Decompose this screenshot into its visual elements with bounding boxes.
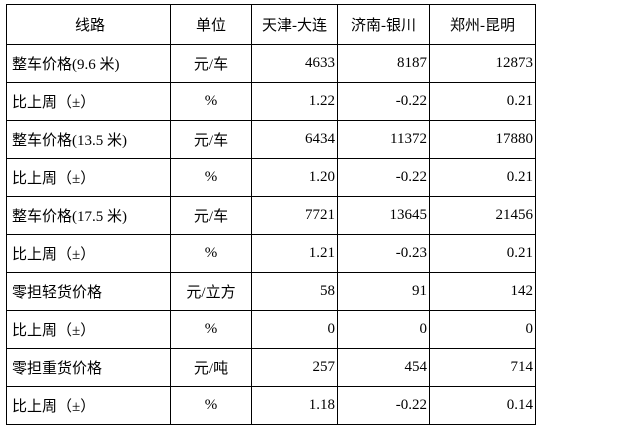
table-cell: 0 [337, 310, 430, 349]
header-cell: 线路 [6, 4, 171, 45]
table-cell: 零担轻货价格 [6, 272, 171, 311]
table-cell: 元/立方 [170, 272, 252, 311]
table-header-row: 线路 单位 天津-大连 济南-银川 郑州-昆明 [6, 4, 536, 45]
table-row: 零担轻货价格 元/立方 58 91 142 [6, 272, 536, 311]
table-cell: % [170, 310, 252, 349]
table-cell: 91 [337, 272, 430, 311]
header-cell: 单位 [170, 4, 252, 45]
table-cell: 0.14 [429, 386, 536, 425]
table-cell: 17880 [429, 120, 536, 159]
table-cell: -0.22 [337, 82, 430, 121]
header-cell: 天津-大连 [251, 4, 338, 45]
table-cell: 比上周（±） [6, 82, 171, 121]
table-cell: % [170, 234, 252, 273]
table-cell: % [170, 82, 252, 121]
table-cell: 12873 [429, 44, 536, 83]
table-cell: % [170, 158, 252, 197]
table-cell: 整车价格(13.5 米) [6, 120, 171, 159]
table-cell: 比上周（±） [6, 386, 171, 425]
header-cell: 济南-银川 [337, 4, 430, 45]
table-row: 整车价格(17.5 米) 元/车 7721 13645 21456 [6, 196, 536, 235]
table-cell: 0 [251, 310, 338, 349]
table-row: 比上周（±）% 1.18 -0.22 0.14 [6, 386, 536, 425]
table-row: 比上周（±）% 1.22 -0.22 0.21 [6, 82, 536, 121]
table-row: 整车价格(9.6 米) 元/车 4633 8187 12873 [6, 44, 536, 83]
table-cell: 142 [429, 272, 536, 311]
table-cell: 整车价格(17.5 米) [6, 196, 171, 235]
table-cell: 1.22 [251, 82, 338, 121]
table-cell: -0.22 [337, 158, 430, 197]
table-cell: 零担重货价格 [6, 348, 171, 387]
table-row: 零担重货价格 元/吨 257 454 714 [6, 348, 536, 387]
table-cell: -0.23 [337, 234, 430, 273]
table-cell: 元/车 [170, 44, 252, 83]
table-cell: 4633 [251, 44, 338, 83]
table-cell: 11372 [337, 120, 430, 159]
table-cell: 257 [251, 348, 338, 387]
table-cell: 比上周（±） [6, 310, 171, 349]
table-cell: 8187 [337, 44, 430, 83]
freight-price-table: 线路 单位 天津-大连 济南-银川 郑州-昆明 整车价格(9.6 米) 元/车 46… [6, 4, 536, 425]
table-cell: 21456 [429, 196, 536, 235]
table-row: 整车价格(13.5 米) 元/车 6434 11372 17880 [6, 120, 536, 159]
table-cell: 元/车 [170, 196, 252, 235]
table-cell: 比上周（±） [6, 234, 171, 273]
table-row: 比上周（±）% 1.21 -0.23 0.21 [6, 234, 536, 273]
table-cell: -0.22 [337, 386, 430, 425]
table-cell: 7721 [251, 196, 338, 235]
header-cell: 郑州-昆明 [429, 4, 536, 45]
table-cell: 1.21 [251, 234, 338, 273]
table-cell: 6434 [251, 120, 338, 159]
table-row: 比上周（±）% 1.20 -0.22 0.21 [6, 158, 536, 197]
table-cell: 0.21 [429, 82, 536, 121]
table-cell: 比上周（±） [6, 158, 171, 197]
table-cell: 元/车 [170, 120, 252, 159]
table-cell: 0.21 [429, 234, 536, 273]
table-cell: 元/吨 [170, 348, 252, 387]
table-cell: 714 [429, 348, 536, 387]
table-cell: 1.20 [251, 158, 338, 197]
table-cell: 0.21 [429, 158, 536, 197]
table-cell: 整车价格(9.6 米) [6, 44, 171, 83]
table-row: 比上周（±）% 0 0 0 [6, 310, 536, 349]
table-cell: 1.18 [251, 386, 338, 425]
table-cell: 13645 [337, 196, 430, 235]
table-cell: 454 [337, 348, 430, 387]
table-cell: 58 [251, 272, 338, 311]
table-cell: % [170, 386, 252, 425]
table-cell: 0 [429, 310, 536, 349]
